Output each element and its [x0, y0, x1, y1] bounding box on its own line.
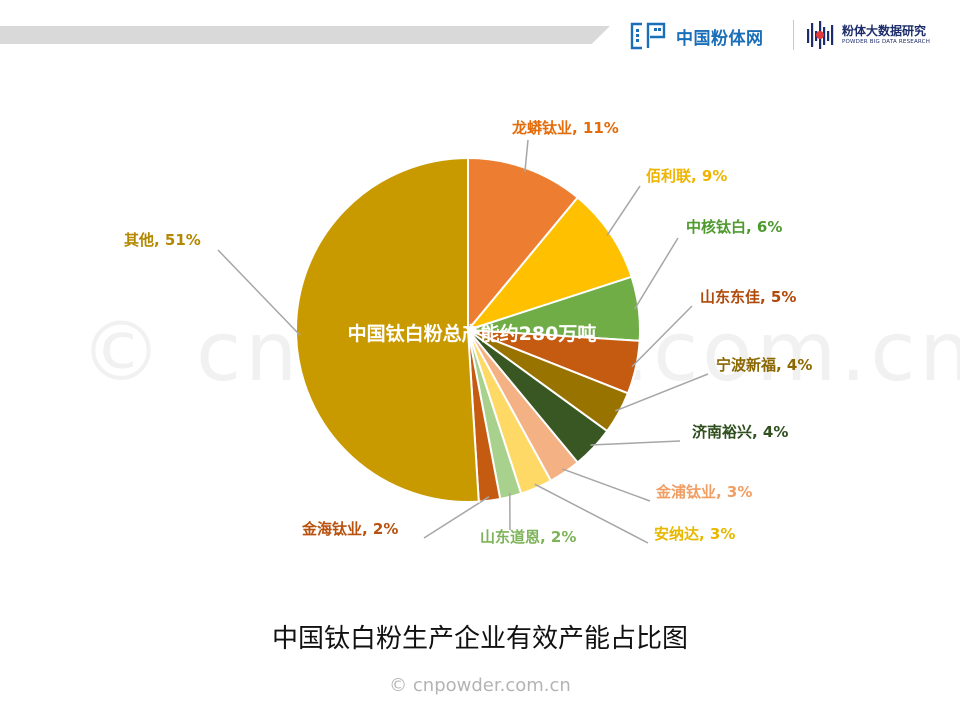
- chart-caption: 中国钛白粉生产企业有效产能占比图: [271, 624, 688, 654]
- slice-label: 其他, 51%: [124, 231, 201, 249]
- leader-line: [634, 237, 679, 310]
- cnpowder-logo-text: 中国粉体网: [676, 28, 764, 49]
- slice-label: 安纳达, 3%: [654, 525, 735, 543]
- slice-label: 山东道恩, 2%: [480, 528, 576, 546]
- header-decor-bar: [0, 26, 610, 44]
- bar-code-icon: [806, 19, 836, 51]
- slice-label: 金海钛业, 2%: [301, 520, 398, 538]
- pie-center-label: 中国钛白粉总产能约280万吨: [348, 322, 597, 345]
- leader-line: [423, 496, 490, 539]
- slice-label: 宁波新福, 4%: [716, 356, 812, 374]
- slice-label: 济南裕兴, 4%: [692, 423, 788, 441]
- slice-label: 金浦钛业, 3%: [655, 483, 752, 501]
- leader-line: [217, 249, 301, 336]
- pie-slice: [465, 196, 633, 333]
- leader-line: [534, 483, 649, 544]
- slice-label: 佰利联, 9%: [646, 167, 727, 185]
- pie-slice: [295, 156, 480, 503]
- leader-line: [590, 440, 681, 446]
- pie-slice: [467, 156, 580, 333]
- slice-label: 龙蟒钛业, 11%: [511, 119, 619, 137]
- slice-label: 山东东佳, 5%: [700, 288, 796, 306]
- slice-label: 中核钛白, 6%: [686, 218, 782, 236]
- leader-line: [631, 305, 693, 368]
- cnpowder-logo-icon: [628, 21, 670, 51]
- leader-line: [606, 185, 641, 236]
- pie-chart: 龙蟒钛业, 11% 佰利联, 9% 中核钛白, 6% 山东东佳, 5% 宁波新福, 4%…: [124, 119, 812, 546]
- copyright-footer: © cnpowder.com.cn: [389, 675, 571, 696]
- logo-divider: [793, 20, 794, 50]
- cnpowder-logo[interactable]: 中国粉体网: [628, 18, 764, 54]
- leader-line: [562, 468, 651, 502]
- powder-big-data-logo[interactable]: 粉体大数据研究 POWDER BIG DATA RESEARCH: [806, 16, 930, 54]
- logo2-subtitle: POWDER BIG DATA RESEARCH: [842, 38, 931, 45]
- leader-line: [524, 139, 529, 173]
- leader-line: [614, 373, 709, 412]
- logo2-title: 粉体大数据研究: [842, 23, 927, 38]
